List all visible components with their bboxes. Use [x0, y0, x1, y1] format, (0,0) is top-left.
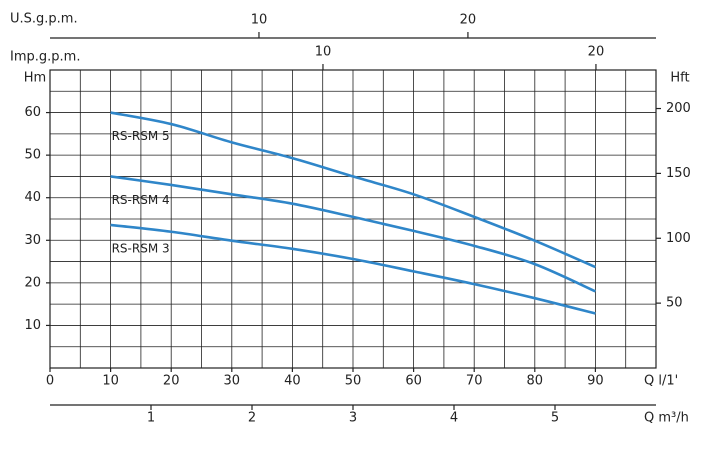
y2-tick-label: 100	[666, 231, 691, 246]
x-tick-label: 40	[284, 374, 301, 389]
x-tick-label: 20	[163, 374, 180, 389]
curve	[110, 175, 596, 293]
bottom-axis-label: Q m³/h	[644, 411, 689, 426]
x-tick-label: 50	[345, 374, 362, 389]
bottom-tick-label: 2	[248, 411, 256, 426]
y2-tick-label: 150	[666, 166, 691, 181]
x-tick-label: 80	[527, 374, 544, 389]
y-tick-label: 40	[24, 190, 41, 205]
bottom-tick-label: 5	[551, 411, 559, 426]
x-tick-label: 90	[587, 374, 604, 389]
y2-axis-label: Hft	[670, 71, 689, 86]
y-tick-label: 50	[24, 148, 41, 163]
x-tick-label: 60	[405, 374, 422, 389]
curve-label: RS-RSM 4	[112, 193, 170, 207]
top-tick-label: 10	[315, 45, 332, 60]
bottom-tick-label: 4	[450, 411, 458, 426]
y2-tick-label: 200	[666, 101, 691, 116]
curve-label: RS-RSM 5	[112, 129, 170, 143]
top-tick-label: 10	[251, 13, 268, 28]
top-tick-label: 20	[588, 45, 605, 60]
curve	[110, 111, 596, 269]
y-tick-label: 60	[24, 105, 41, 120]
x-tick-label: 70	[466, 374, 483, 389]
y-tick-label: 30	[24, 233, 41, 248]
y-tick-label: 20	[24, 275, 41, 290]
bottom-tick-label: 3	[349, 411, 357, 426]
x-tick-label: 30	[224, 374, 241, 389]
y-axis-label: Hm	[24, 71, 46, 86]
y-tick-label: 10	[24, 318, 41, 333]
top-tick-label: 20	[460, 13, 477, 28]
x-tick-label: 0	[46, 374, 54, 389]
x-axis-label: Q l/1'	[644, 374, 678, 389]
top-axis-label: Imp.g.p.m.	[10, 50, 80, 65]
top-axis-label: U.S.g.p.m.	[10, 12, 78, 27]
bottom-tick-label: 1	[147, 411, 155, 426]
curve	[110, 223, 596, 315]
curve-label: RS-RSM 3	[112, 241, 170, 255]
x-tick-label: 10	[102, 374, 119, 389]
y2-tick-label: 50	[666, 296, 683, 311]
